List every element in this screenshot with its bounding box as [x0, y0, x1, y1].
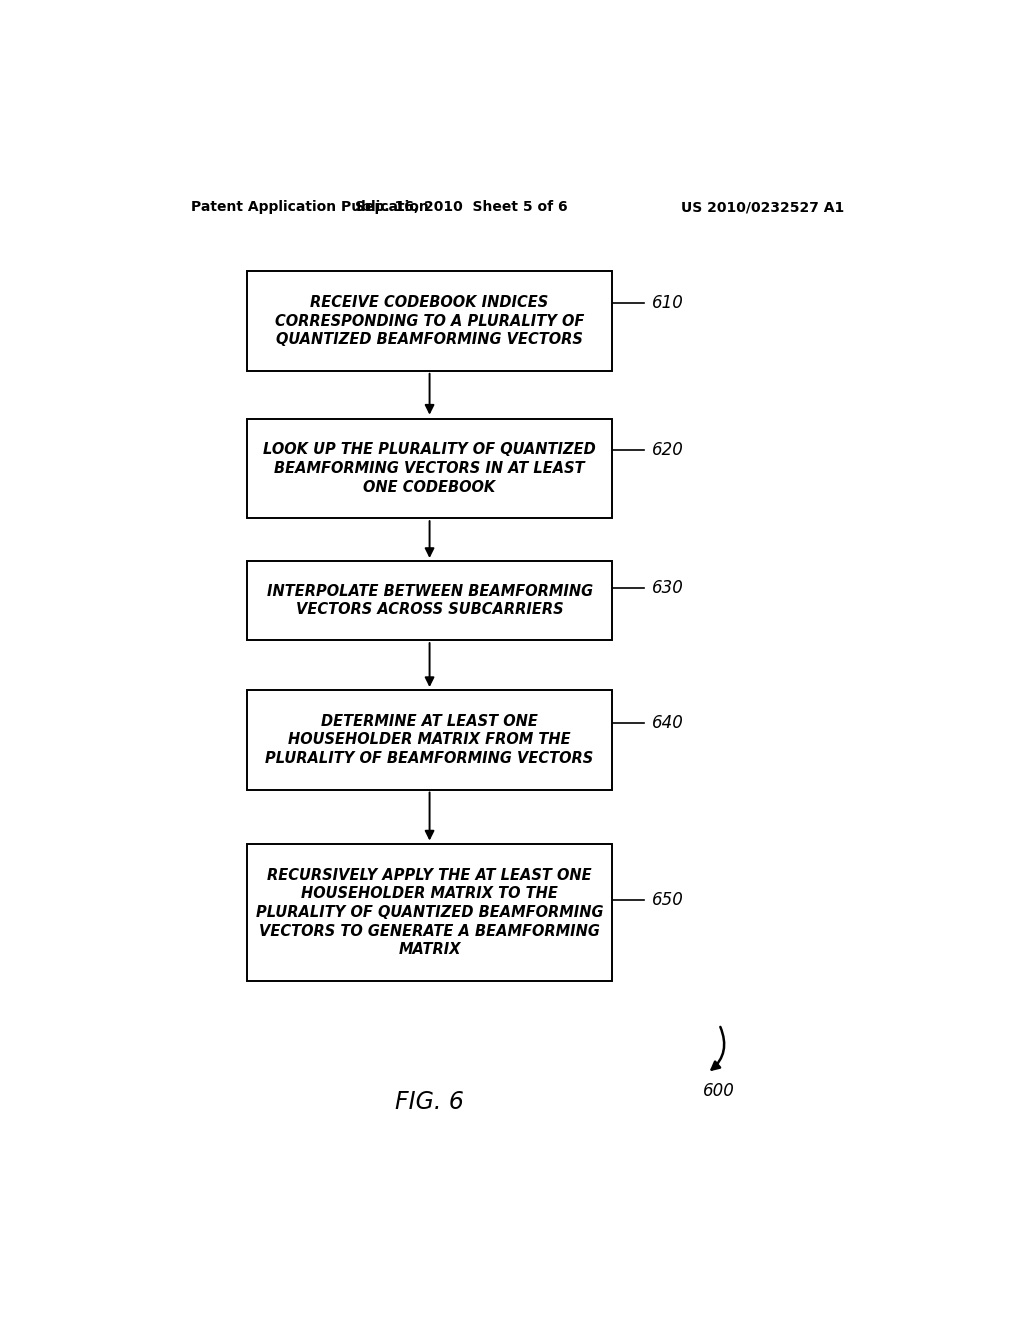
Text: Sep. 16, 2010  Sheet 5 of 6: Sep. 16, 2010 Sheet 5 of 6: [355, 201, 567, 214]
Text: 600: 600: [703, 1082, 735, 1101]
FancyBboxPatch shape: [247, 418, 612, 519]
Text: LOOK UP THE PLURALITY OF QUANTIZED
BEAMFORMING VECTORS IN AT LEAST
ONE CODEBOOK: LOOK UP THE PLURALITY OF QUANTIZED BEAMF…: [263, 442, 596, 495]
Text: 650: 650: [652, 891, 684, 909]
Text: DETERMINE AT LEAST ONE
HOUSEHOLDER MATRIX FROM THE
PLURALITY OF BEAMFORMING VECT: DETERMINE AT LEAST ONE HOUSEHOLDER MATRI…: [265, 714, 594, 766]
Text: US 2010/0232527 A1: US 2010/0232527 A1: [681, 201, 845, 214]
FancyBboxPatch shape: [247, 690, 612, 789]
Text: 620: 620: [652, 441, 684, 459]
Text: 630: 630: [652, 579, 684, 598]
FancyBboxPatch shape: [247, 843, 612, 981]
Text: FIG. 6: FIG. 6: [395, 1089, 464, 1114]
Text: INTERPOLATE BETWEEN BEAMFORMING
VECTORS ACROSS SUBCARRIERS: INTERPOLATE BETWEEN BEAMFORMING VECTORS …: [266, 583, 593, 618]
FancyBboxPatch shape: [247, 271, 612, 371]
Text: RECURSIVELY APPLY THE AT LEAST ONE
HOUSEHOLDER MATRIX TO THE
PLURALITY OF QUANTI: RECURSIVELY APPLY THE AT LEAST ONE HOUSE…: [256, 867, 603, 957]
Text: 610: 610: [652, 294, 684, 312]
Text: RECEIVE CODEBOOK INDICES
CORRESPONDING TO A PLURALITY OF
QUANTIZED BEAMFORMING V: RECEIVE CODEBOOK INDICES CORRESPONDING T…: [274, 294, 585, 347]
Text: Patent Application Publication: Patent Application Publication: [191, 201, 429, 214]
Text: 640: 640: [652, 714, 684, 731]
FancyBboxPatch shape: [247, 561, 612, 640]
